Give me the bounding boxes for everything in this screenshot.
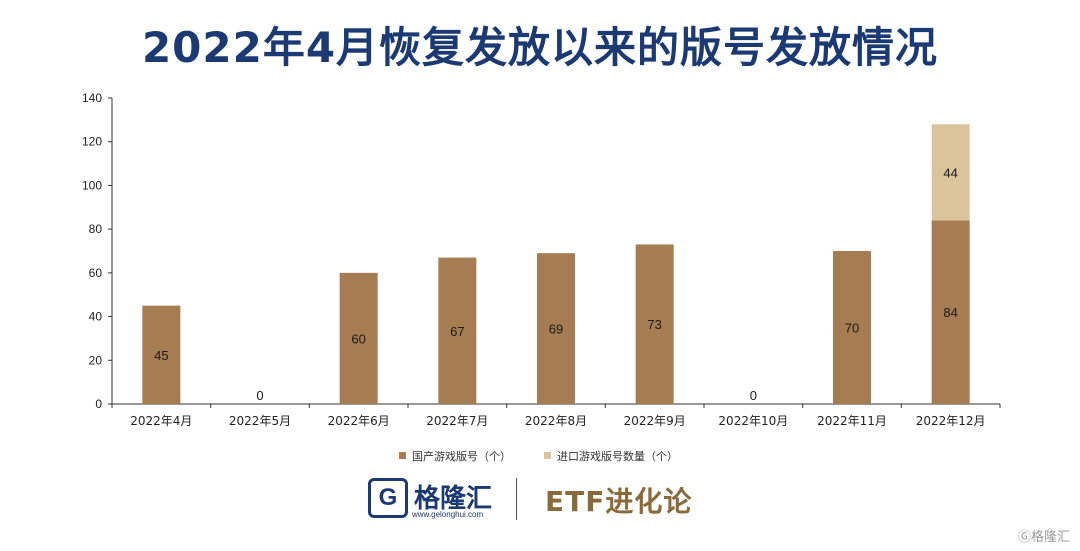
bar-imported — [931, 124, 970, 221]
y-tick-label: 100 — [82, 178, 102, 192]
data-label: 0 — [750, 388, 757, 403]
data-label: 84 — [943, 305, 957, 320]
bar-domestic — [339, 272, 378, 404]
legend-swatch-imported — [544, 452, 551, 459]
bar-domestic — [438, 257, 477, 404]
data-label: 44 — [943, 165, 957, 180]
bar-domestic — [931, 220, 970, 404]
data-label: 67 — [450, 324, 464, 339]
bar-domestic — [833, 251, 871, 404]
data-label: 0 — [256, 388, 263, 403]
legend-label: 进口游戏版号数量（个） — [557, 449, 678, 463]
y-tick-label: 120 — [82, 135, 102, 149]
bar-chart: 0 20 40 60 80 100 120 140 2022年4月 2022年5月 2022年6月 2… — [82, 91, 1001, 463]
x-tick-label: 2022年8月 — [525, 414, 587, 428]
x-tick-label: 2022年11月 — [817, 414, 887, 428]
data-label: 60 — [351, 331, 365, 346]
y-tick-label: 60 — [89, 266, 103, 280]
y-tick-label: 0 — [95, 397, 102, 411]
etf-brand: ETF进化论 — [545, 485, 693, 518]
y-tick-label: 20 — [89, 353, 103, 367]
bar-domestic — [635, 244, 674, 404]
x-tick-label: 2022年12月 — [916, 414, 986, 428]
brand-url: www.gelonghui.com — [412, 510, 484, 519]
legend-label: 国产游戏版号（个） — [412, 449, 511, 463]
data-label: 70 — [845, 321, 859, 336]
x-tick-label: 2022年9月 — [624, 414, 686, 428]
data-label: 73 — [647, 317, 661, 332]
watermark: Ⓖ格隆汇 — [1017, 530, 1070, 545]
y-tick-label: 80 — [89, 222, 103, 236]
footer-branding: G 格隆汇 www.gelonghui.com ETF进化论 — [0, 478, 1080, 522]
y-tick-label: 40 — [89, 310, 103, 324]
y-tick-label: 140 — [82, 91, 102, 105]
footer-divider — [516, 478, 517, 520]
x-tick-label: 2022年4月 — [130, 414, 192, 428]
chart-title: 2022年4月恢复发放以来的版号发放情况 — [141, 23, 939, 72]
gelonghui-logo-icon: G — [368, 478, 408, 518]
bar-domestic — [537, 253, 575, 404]
brand-name: 格隆汇 — [414, 484, 493, 514]
chart-bars — [142, 124, 970, 404]
chart-labels: 45 0 60 67 69 73 0 70 84 44 — [154, 165, 958, 403]
legend-swatch-domestic — [399, 452, 406, 459]
x-tick-label: 2022年5月 — [229, 414, 291, 428]
x-tick-label: 2022年10月 — [718, 414, 788, 428]
x-tick-label: 2022年6月 — [328, 414, 390, 428]
data-label: 45 — [154, 348, 168, 363]
data-label: 69 — [549, 322, 563, 337]
bar-domestic — [142, 305, 181, 404]
chart-legend: 国产游戏版号（个） 进口游戏版号数量（个） — [399, 449, 678, 463]
x-tick-label: 2022年7月 — [426, 414, 488, 428]
